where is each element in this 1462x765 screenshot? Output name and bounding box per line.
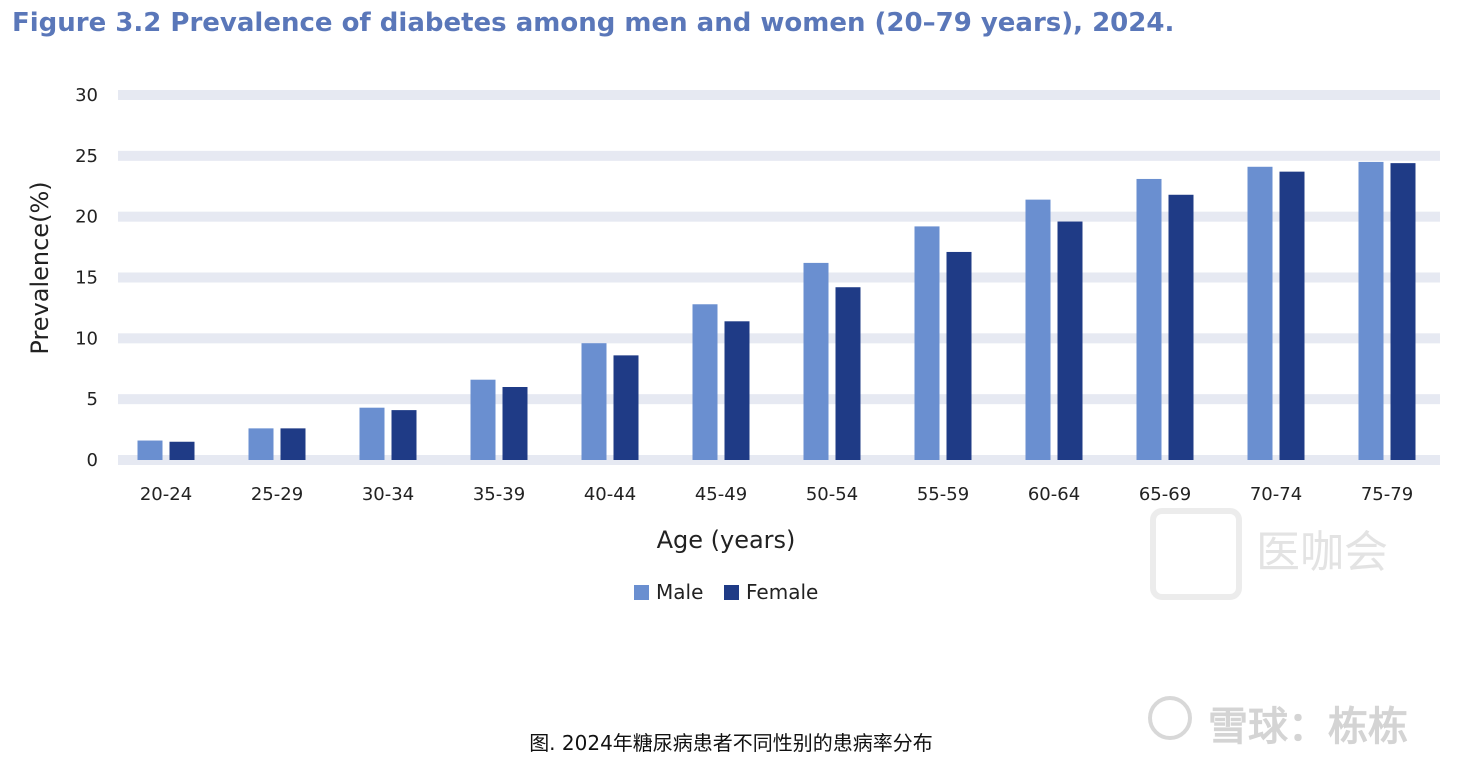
x-tick-label: 35-39 — [473, 484, 525, 505]
y-tick-label: 25 — [75, 146, 98, 167]
legend-swatch-female — [724, 585, 739, 600]
grid-line — [118, 211, 1440, 222]
bar-male-45-49 — [692, 304, 718, 460]
grid-line — [118, 150, 1440, 161]
bar-male-30-34 — [359, 407, 385, 460]
bar-chart: 0 5 10 15 20 25 30 20-24 25-29 30-34 35-39 40-44 45… — [26, 85, 1440, 604]
bar-female-45-49 — [724, 321, 750, 460]
y-axis-ticks: 0 5 10 15 20 25 30 — [75, 85, 98, 471]
xueqiu-logo-icon — [1148, 696, 1192, 740]
x-axis-title: Age (years) — [657, 526, 796, 554]
bar-female-40-44 — [613, 355, 639, 460]
bar-male-35-39 — [470, 379, 496, 460]
x-tick-label: 40-44 — [584, 484, 636, 505]
x-tick-label: 60-64 — [1028, 484, 1080, 505]
bar-male-50-54 — [803, 262, 829, 460]
bar-female-70-74 — [1279, 171, 1305, 460]
bar-male-55-59 — [914, 226, 940, 460]
bar-female-60-64 — [1057, 221, 1083, 460]
grid-line — [118, 455, 1440, 465]
watermark-text-bottom: 雪球：栋栋 — [1208, 704, 1408, 750]
watermark-logo — [1150, 508, 1242, 600]
figure-caption: 图. 2024年糖尿病患者不同性别的患病率分布 — [529, 731, 933, 755]
chart-title: Figure 3.2 Prevalence of diabetes among … — [12, 8, 1175, 38]
bar-male-20-24 — [137, 440, 163, 460]
grid-lines — [118, 90, 1440, 465]
bar-female-35-39 — [502, 387, 528, 460]
y-axis-title: Prevalence(%) — [26, 181, 54, 354]
bar-female-65-69 — [1168, 194, 1194, 460]
bars — [137, 161, 1416, 461]
grid-line — [118, 90, 1440, 100]
grid-line — [118, 333, 1440, 344]
bar-female-25-29 — [280, 428, 306, 460]
bar-male-65-69 — [1136, 178, 1162, 460]
watermark-text-top: 医咖会 — [1256, 527, 1388, 578]
bar-male-75-79 — [1358, 161, 1384, 460]
bar-female-50-54 — [835, 287, 861, 460]
bar-male-60-64 — [1025, 199, 1051, 460]
x-tick-label: 70-74 — [1250, 484, 1302, 505]
x-axis-ticks: 20-24 25-29 30-34 35-39 40-44 45-49 50-54 55-59… — [140, 484, 1413, 505]
legend-swatch-male — [634, 585, 649, 600]
y-tick-label: 15 — [75, 268, 98, 289]
x-tick-label: 45-49 — [695, 484, 747, 505]
y-tick-label: 20 — [75, 207, 98, 228]
bar-female-20-24 — [169, 441, 195, 460]
y-tick-label: 30 — [75, 85, 98, 106]
watermark-xueqiu: 雪球：栋栋 — [1148, 690, 1418, 750]
x-tick-label: 20-24 — [140, 484, 192, 505]
x-tick-label: 30-34 — [362, 484, 414, 505]
bar-male-40-44 — [581, 343, 607, 460]
bar-female-30-34 — [391, 410, 417, 460]
y-tick-label: 5 — [87, 389, 98, 410]
y-tick-label: 10 — [75, 328, 98, 349]
legend-label-male: Male — [656, 580, 703, 604]
bar-female-75-79 — [1390, 163, 1416, 460]
grid-line — [118, 272, 1440, 283]
bar-male-25-29 — [248, 428, 274, 460]
y-tick-label: 0 — [87, 450, 98, 471]
bar-female-55-59 — [946, 251, 972, 460]
x-tick-label: 25-29 — [251, 484, 303, 505]
legend-label-female: Female — [746, 580, 818, 604]
grid-line — [118, 394, 1440, 405]
bar-male-70-74 — [1247, 166, 1273, 461]
x-tick-label: 75-79 — [1361, 484, 1413, 505]
x-tick-label: 55-59 — [917, 484, 969, 505]
x-tick-label: 65-69 — [1139, 484, 1191, 505]
x-tick-label: 50-54 — [806, 484, 858, 505]
legend: Male Female — [634, 580, 818, 604]
